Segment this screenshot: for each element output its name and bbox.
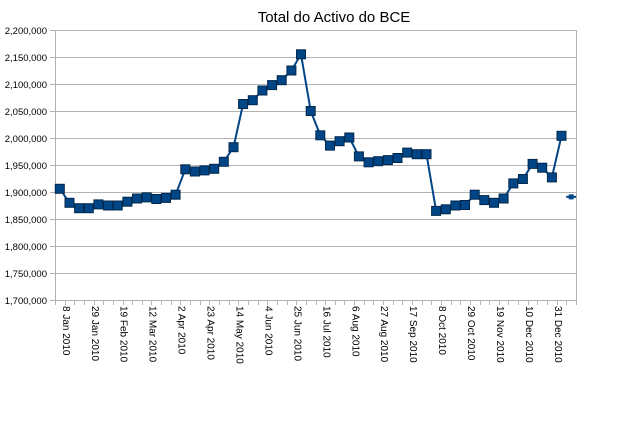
data-point-marker: [238, 99, 249, 109]
y-tick-label: 1,900,000: [5, 188, 47, 199]
data-point-marker: [189, 166, 200, 177]
data-point-marker: [247, 95, 258, 106]
data-point-marker: [489, 197, 499, 208]
x-tick-label: 10 Dec 2010: [523, 306, 534, 363]
chart-title: Total do Activo do BCE: [258, 9, 411, 26]
data-point-marker: [527, 158, 538, 169]
data-point-marker: [257, 85, 268, 96]
x-tick-label: 16 Jul 2010: [320, 306, 331, 358]
y-tick-label: 2,100,000: [5, 80, 47, 91]
x-tick-label: 25 Jun 2010: [291, 306, 302, 361]
data-point-marker: [392, 153, 403, 163]
data-point-marker: [199, 165, 210, 176]
x-tick-label: 29 Oct 2010: [465, 306, 476, 361]
x-tick-label: 19 Nov 2010: [494, 306, 505, 363]
x-tick-label: 2 Apr 2010: [176, 306, 187, 355]
data-point-marker: [421, 149, 432, 160]
data-point-marker: [267, 80, 278, 91]
data-point-marker: [170, 189, 181, 200]
data-point-marker: [537, 162, 548, 173]
data-point-marker: [112, 200, 123, 211]
data-point-marker: [218, 156, 229, 167]
gridlines: [55, 30, 576, 301]
data-point-marker: [334, 136, 345, 147]
data-point-marker: [469, 189, 480, 200]
data-point-marker: [508, 178, 519, 189]
y-tick-label: 2,200,000: [5, 26, 47, 37]
data-series: [54, 49, 577, 216]
x-tick-label: 27 Aug 2010: [378, 306, 389, 363]
data-point-marker: [296, 49, 306, 60]
x-tick-label: 6 Aug 2010: [349, 306, 360, 357]
x-tick-label: 17 Sep 2010: [407, 306, 418, 363]
data-point-marker: [363, 157, 374, 168]
data-point-marker: [353, 151, 364, 162]
data-point-marker: [450, 200, 461, 211]
data-point-marker: [132, 193, 142, 204]
data-point-marker: [440, 204, 451, 215]
data-point-marker: [460, 200, 470, 210]
data-point-marker: [556, 130, 567, 141]
data-point-marker: [498, 193, 509, 204]
x-tick-label: 12 Mar 2010: [147, 306, 158, 363]
data-point-marker: [93, 199, 104, 210]
y-tick-label: 2,050,000: [5, 107, 47, 118]
x-tick-label: 4 Jun 2010: [262, 306, 273, 356]
y-tick-label: 1,950,000: [5, 161, 47, 172]
series-line: [58, 51, 563, 213]
data-point-marker: [54, 183, 65, 194]
data-point-marker: [180, 164, 191, 175]
data-point-marker: [228, 142, 239, 153]
data-point-marker: [479, 195, 490, 206]
data-point-marker: [411, 149, 422, 160]
data-point-marker: [122, 196, 133, 207]
data-point-marker: [431, 205, 442, 216]
x-tick-label: 8 Jan 2010: [60, 306, 71, 356]
data-point-marker: [315, 130, 326, 141]
x-tick-label: 19 Feb 2010: [118, 306, 129, 363]
y-axis-tick-labels: 1,700,000 1,750,000 1,800,000 1,850,000 1,90…: [5, 26, 47, 307]
data-point-marker: [83, 203, 94, 214]
data-point-marker: [151, 194, 162, 204]
data-point-marker: [64, 197, 75, 208]
x-tick-label: 14 May 2010: [233, 306, 244, 364]
data-point-marker: [209, 163, 220, 174]
data-point-marker: [276, 75, 287, 86]
x-tick-label: 23 Apr 2010: [205, 306, 216, 360]
data-point-marker: [517, 174, 528, 184]
y-tick-label: 1,850,000: [5, 215, 47, 226]
data-point-marker: [103, 200, 114, 211]
data-point-marker: [344, 132, 355, 143]
data-point-marker: [305, 106, 316, 116]
x-axis-tick-labels: 8 Jan 2010 29 Jan 2010 19 Feb 2010 12 Mar 2…: [60, 306, 563, 364]
isolated-point-marker: [568, 194, 574, 200]
y-tick-label: 1,750,000: [5, 269, 47, 280]
y-tick-label: 1,700,000: [5, 296, 47, 307]
data-point-marker: [325, 140, 335, 151]
data-point-marker: [373, 156, 384, 167]
x-tick-label: 31 Dec 2010: [552, 306, 563, 363]
y-tick-label: 2,000,000: [5, 134, 47, 145]
data-point-marker: [286, 65, 297, 76]
axes: [50, 30, 577, 305]
x-tick-label: 29 Jan 2010: [89, 306, 100, 361]
data-point-marker: [74, 203, 85, 214]
x-tick-label: 8 Oct 2010: [436, 306, 447, 355]
data-point-marker: [382, 155, 393, 166]
y-tick-label: 2,150,000: [5, 53, 47, 64]
y-tick-label: 1,800,000: [5, 242, 47, 253]
data-point-marker: [141, 192, 152, 203]
data-point-marker: [161, 192, 171, 203]
data-point-marker: [546, 172, 557, 183]
data-point-marker: [402, 147, 413, 158]
